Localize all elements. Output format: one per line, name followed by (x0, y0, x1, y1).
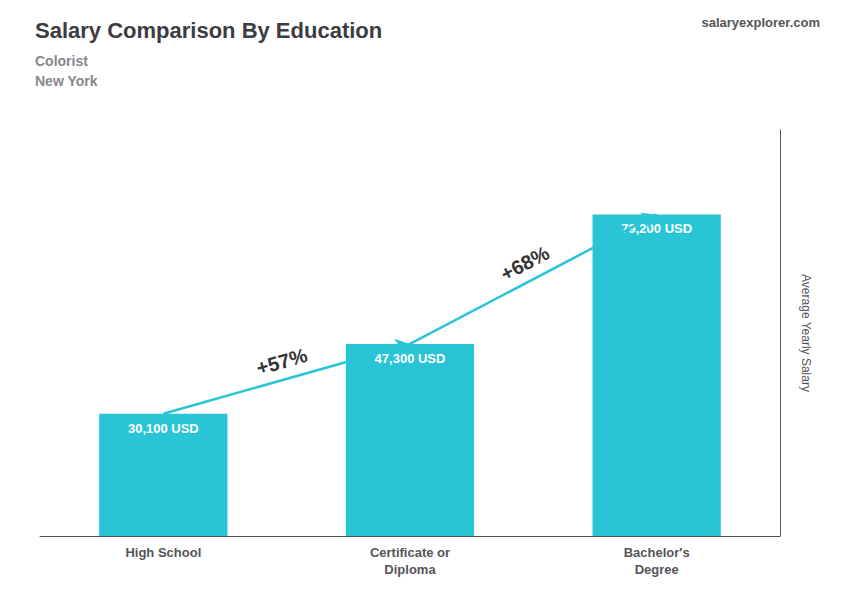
svg-text:47,300 USD: 47,300 USD (375, 351, 446, 366)
svg-text:New York: New York (35, 73, 98, 89)
svg-text:Average Yearly Salary: Average Yearly Salary (799, 274, 813, 392)
svg-text:Diploma: Diploma (384, 562, 436, 577)
svg-text:Salary Comparison By Education: Salary Comparison By Education (35, 18, 382, 43)
svg-text:+57%: +57% (254, 344, 310, 379)
svg-text:High School: High School (125, 545, 201, 560)
svg-text:Colorist: Colorist (35, 53, 88, 69)
svg-text:30,100 USD: 30,100 USD (128, 421, 199, 436)
svg-text:+68%: +68% (497, 241, 553, 285)
svg-text:79,200 USD: 79,200 USD (621, 221, 692, 236)
svg-text:Bachelor's: Bachelor's (624, 545, 690, 560)
svg-text:salaryexplorer.com: salaryexplorer.com (701, 15, 820, 30)
svg-text:Degree: Degree (635, 562, 679, 577)
svg-text:Certificate or: Certificate or (370, 545, 450, 560)
